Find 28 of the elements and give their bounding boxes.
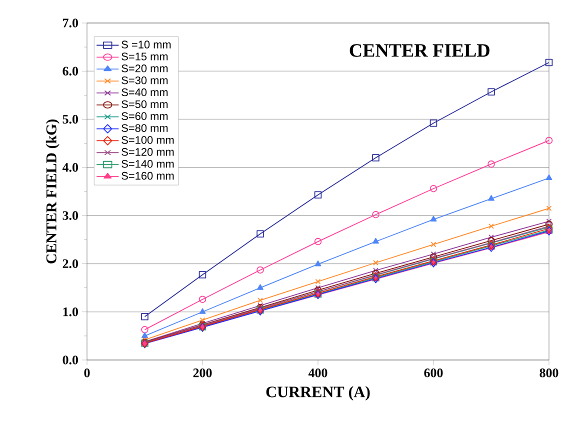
x-tick-label: 800 — [540, 368, 558, 378]
y-tick-label: 0.0 — [62, 356, 78, 364]
legend-label: S=160 mm — [122, 172, 174, 180]
x-tick-label: 200 — [193, 368, 212, 378]
y-tick-label: 2.0 — [62, 259, 78, 268]
legend-label: S=30 mm — [122, 76, 168, 84]
y-axis-title: CENTER FIELD (kG) — [46, 120, 60, 264]
x-tick-label: 400 — [308, 368, 328, 378]
y-tick-label: 7.0 — [63, 18, 78, 28]
legend-label: S=20 mm — [122, 64, 168, 72]
legend-label: S=140 mm — [122, 160, 174, 168]
legend-label: S =10 mm — [122, 40, 171, 48]
text: CENTER FIELD — [350, 44, 490, 57]
y-tick-label: 1.0 — [63, 307, 78, 316]
y-tick-label: 5.0 — [62, 114, 78, 124]
x-tick-label: 600 — [424, 368, 443, 378]
legend-label: S=100 mm — [122, 136, 174, 144]
legend-label: S=50 mm — [122, 100, 168, 108]
legend-label: S=60 mm — [122, 112, 168, 120]
y-tick-label: 4.0 — [62, 163, 78, 172]
legend-label: S=120 mm — [122, 148, 174, 156]
x-axis-title: CURRENT (A) — [266, 386, 370, 401]
x-tick-label: 0 — [84, 368, 90, 378]
y-tick-label: 6.0 — [62, 66, 78, 76]
legend-label: S=80 mm — [122, 124, 168, 132]
y-tick-label: 3.0 — [62, 211, 78, 220]
legend-label: S=15 mm — [122, 52, 168, 60]
legend-label: S=40 mm — [122, 88, 168, 96]
